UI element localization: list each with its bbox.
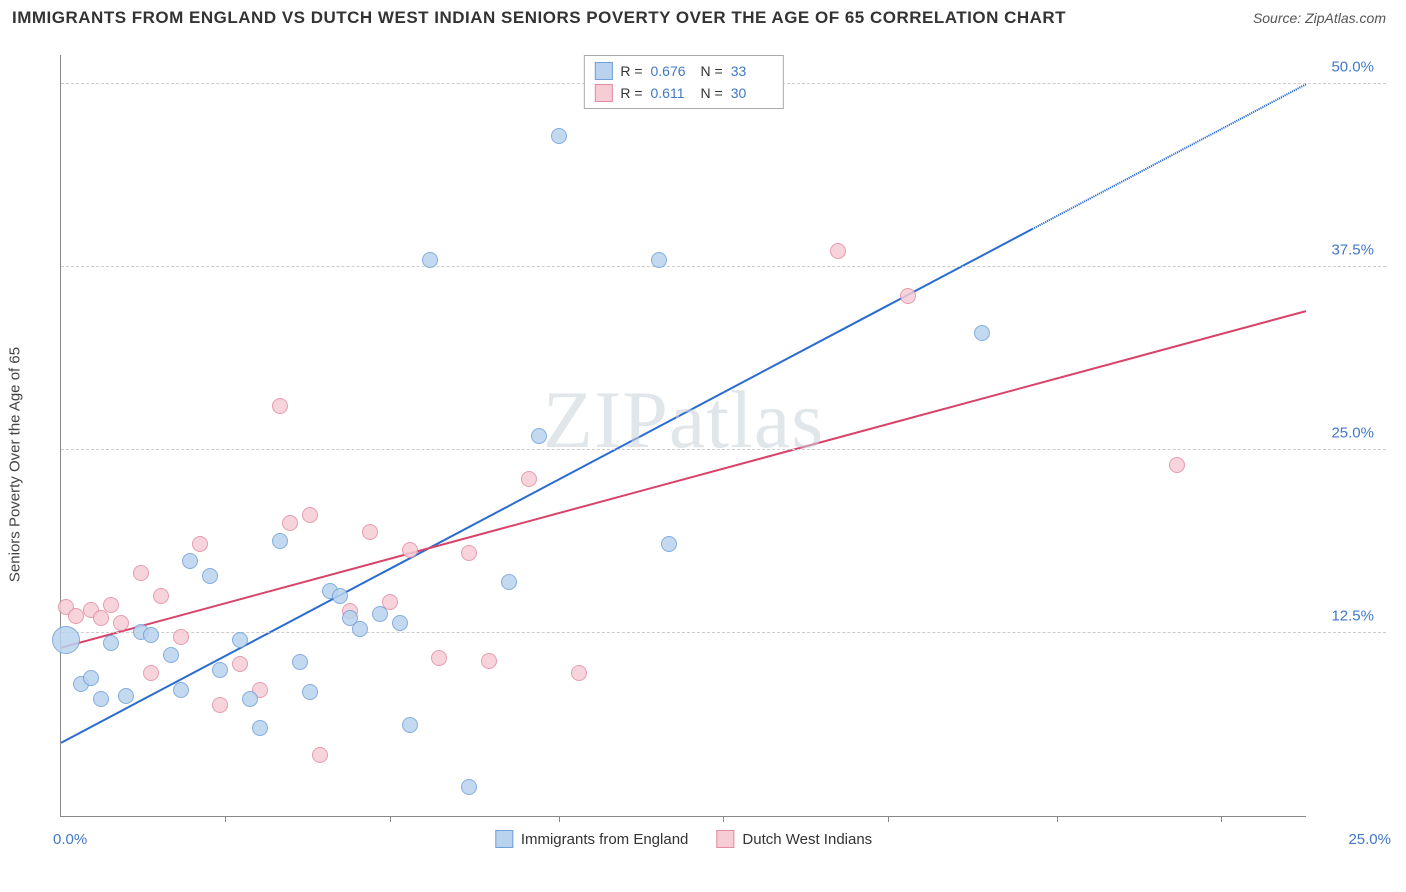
legend-n-val-0: 33 [731, 63, 773, 79]
data-point [173, 682, 189, 698]
data-point [372, 606, 388, 622]
data-point [242, 691, 258, 707]
x-minor-tick [559, 816, 560, 822]
x-tick-0: 0.0% [53, 831, 87, 848]
y-tick-label: 25.0% [1331, 425, 1374, 442]
data-point [272, 533, 288, 549]
data-point [143, 665, 159, 681]
plot-area: ZIPatlas R = 0.676 N = 33 R = 0.611 N = … [60, 55, 1306, 817]
data-point [1169, 457, 1185, 473]
gridline-h [61, 449, 1386, 450]
chart-container: Seniors Poverty Over the Age of 65 ZIPat… [50, 40, 1386, 872]
legend-r-val-1: 0.611 [651, 85, 693, 101]
x-minor-tick [723, 816, 724, 822]
data-point [362, 524, 378, 540]
data-point [163, 647, 179, 663]
legend-r-label-0: R = [620, 63, 642, 79]
data-point [302, 684, 318, 700]
data-point [974, 325, 990, 341]
legend-series-label-0: Immigrants from England [521, 831, 689, 848]
data-point [571, 665, 587, 681]
legend-series-swatch-1 [716, 830, 734, 848]
legend-swatch-1 [594, 84, 612, 102]
x-minor-tick [1057, 816, 1058, 822]
data-point [93, 610, 109, 626]
x-minor-tick [225, 816, 226, 822]
y-axis-label: Seniors Poverty Over the Age of 65 [7, 347, 24, 582]
data-point [182, 553, 198, 569]
data-point [143, 627, 159, 643]
data-point [83, 670, 99, 686]
data-point [332, 588, 348, 604]
legend-stats-row-1: R = 0.611 N = 30 [590, 82, 776, 104]
data-point [272, 398, 288, 414]
data-point [52, 626, 80, 654]
data-point [402, 542, 418, 558]
data-point [531, 428, 547, 444]
data-point [232, 632, 248, 648]
data-point [103, 597, 119, 613]
data-point [252, 720, 268, 736]
data-point [113, 615, 129, 631]
legend-n-label-0: N = [701, 63, 723, 79]
data-point [481, 653, 497, 669]
x-minor-tick [1221, 816, 1222, 822]
gridline-h [61, 632, 1386, 633]
data-point [173, 629, 189, 645]
data-point [392, 615, 408, 631]
data-point [192, 536, 208, 552]
data-point [830, 243, 846, 259]
data-point [302, 507, 318, 523]
chart-source: Source: ZipAtlas.com [1253, 10, 1386, 26]
data-point [133, 565, 149, 581]
data-point [431, 650, 447, 666]
data-point [422, 252, 438, 268]
legend-r-label-1: R = [620, 85, 642, 101]
y-tick-label: 37.5% [1331, 242, 1374, 259]
legend-series-label-1: Dutch West Indians [742, 831, 872, 848]
legend-swatch-0 [594, 62, 612, 80]
chart-header: IMMIGRANTS FROM ENGLAND VS DUTCH WEST IN… [0, 0, 1406, 32]
x-minor-tick [390, 816, 391, 822]
y-tick-label: 50.0% [1331, 59, 1374, 76]
legend-stats: R = 0.676 N = 33 R = 0.611 N = 30 [583, 55, 783, 109]
data-point [68, 608, 84, 624]
chart-title: IMMIGRANTS FROM ENGLAND VS DUTCH WEST IN… [12, 8, 1066, 28]
gridline-h [61, 266, 1386, 267]
data-point [461, 779, 477, 795]
data-point [153, 588, 169, 604]
legend-series-item-1: Dutch West Indians [716, 830, 872, 848]
legend-series-item-0: Immigrants from England [495, 830, 689, 848]
data-point [292, 654, 308, 670]
x-minor-tick [888, 816, 889, 822]
data-point [551, 128, 567, 144]
data-point [402, 717, 418, 733]
data-point [212, 697, 228, 713]
data-point [352, 621, 368, 637]
data-point [900, 288, 916, 304]
legend-stats-row-0: R = 0.676 N = 33 [590, 60, 776, 82]
data-point [661, 536, 677, 552]
data-point [202, 568, 218, 584]
data-point [461, 545, 477, 561]
data-point [212, 662, 228, 678]
legend-r-val-0: 0.676 [651, 63, 693, 79]
legend-n-val-1: 30 [731, 85, 773, 101]
data-point [312, 747, 328, 763]
data-point [103, 635, 119, 651]
legend-n-label-1: N = [701, 85, 723, 101]
data-point [93, 691, 109, 707]
data-point [232, 656, 248, 672]
data-point [118, 688, 134, 704]
data-point [282, 515, 298, 531]
legend-series-swatch-0 [495, 830, 513, 848]
y-tick-label: 12.5% [1331, 608, 1374, 625]
data-point [651, 252, 667, 268]
legend-series: Immigrants from England Dutch West India… [495, 830, 872, 848]
x-tick-1: 25.0% [1348, 831, 1391, 848]
data-point [501, 574, 517, 590]
data-point [521, 471, 537, 487]
